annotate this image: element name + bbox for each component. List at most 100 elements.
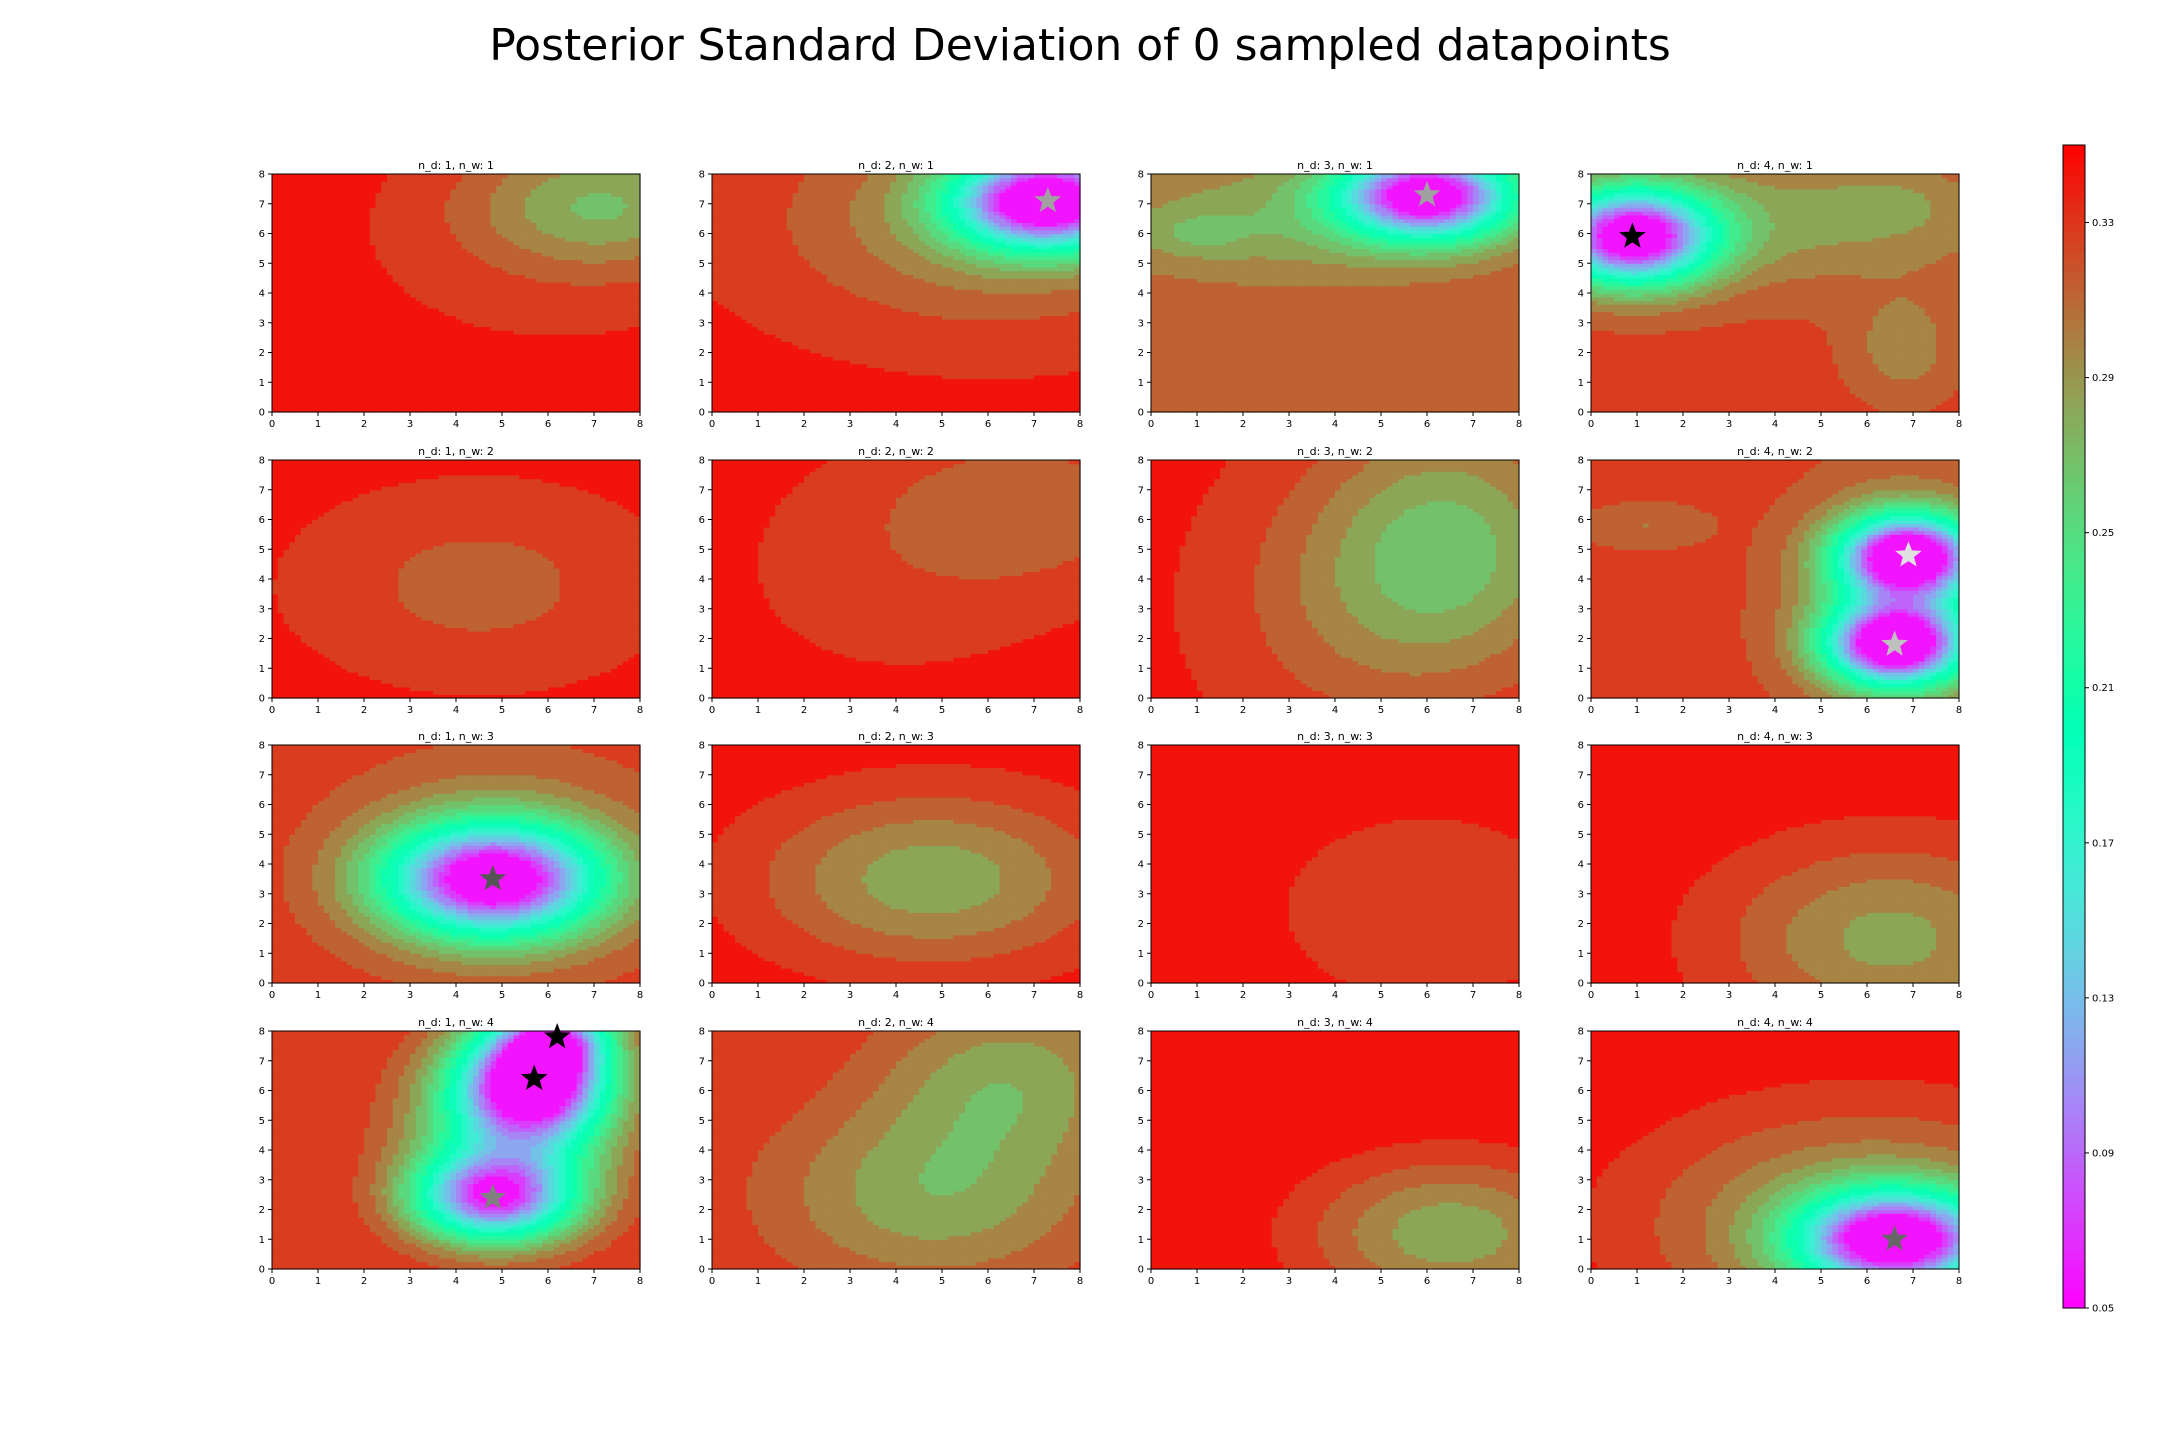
- contour-cell: [358, 207, 364, 211]
- contour-cell: [289, 334, 295, 338]
- contour-cell: [330, 323, 336, 327]
- contour-cell: [330, 300, 336, 304]
- contour-cell: [307, 263, 313, 267]
- contour-cell: [479, 219, 485, 223]
- contour-cell: [272, 386, 278, 390]
- contour-cell: [381, 379, 387, 383]
- contour-cell: [347, 349, 353, 353]
- contour-cell: [353, 353, 359, 357]
- contour-cell: [468, 364, 474, 368]
- contour-cell: [427, 300, 433, 304]
- contour-cell: [410, 330, 416, 334]
- contour-cell: [335, 204, 341, 208]
- contour-cell: [473, 345, 479, 349]
- contour-cell: [393, 371, 399, 375]
- contour-cell: [473, 375, 479, 379]
- contour-cell: [456, 323, 462, 327]
- contour-cell: [387, 196, 393, 200]
- contour-cell: [439, 219, 445, 223]
- contour-cell: [295, 393, 301, 397]
- contour-cell: [353, 252, 359, 256]
- contour-cell: [370, 379, 376, 383]
- contour-cell: [341, 397, 347, 401]
- contour-cell: [439, 252, 445, 256]
- contour-cell: [358, 263, 364, 267]
- contour-cell: [376, 360, 382, 364]
- contour-cell: [347, 204, 353, 208]
- contour-cell: [341, 245, 347, 249]
- contour-cell: [295, 271, 301, 275]
- contour-cell: [410, 263, 416, 267]
- contour-cell: [462, 401, 468, 405]
- contour-cell: [312, 263, 318, 267]
- contour-cell: [439, 222, 445, 226]
- contour-cell: [335, 215, 341, 219]
- contour-cell: [439, 308, 445, 312]
- contour-cell: [462, 379, 468, 383]
- contour-cell: [318, 349, 324, 353]
- contour-cell: [485, 386, 491, 390]
- contour-cell: [445, 405, 451, 409]
- contour-cell: [353, 375, 359, 379]
- contour-cell: [353, 364, 359, 368]
- contour-cell: [289, 219, 295, 223]
- contour-cell: [347, 189, 353, 193]
- contour-cell: [473, 211, 479, 215]
- contour-cell: [387, 293, 393, 297]
- contour-cell: [330, 234, 336, 238]
- contour-cell: [450, 193, 456, 197]
- contour-cell: [347, 326, 353, 330]
- contour-cell: [445, 360, 451, 364]
- contour-cell: [284, 230, 290, 234]
- contour-cell: [404, 252, 410, 256]
- contour-cell: [381, 315, 387, 319]
- contour-cell: [473, 263, 479, 267]
- contour-cell: [439, 341, 445, 345]
- contour-cell: [468, 245, 474, 249]
- contour-cell: [341, 278, 347, 282]
- contour-cell: [364, 367, 370, 371]
- contour-cell: [330, 308, 336, 312]
- contour-cell: [278, 241, 284, 245]
- contour-cell: [307, 193, 313, 197]
- contour-cell: [416, 353, 422, 357]
- contour-cell: [376, 267, 382, 271]
- contour-cell: [450, 401, 456, 405]
- contour-cell: [330, 256, 336, 260]
- contour-cell: [272, 219, 278, 223]
- contour-cell: [433, 382, 439, 386]
- contour-cell: [462, 330, 468, 334]
- contour-cell: [456, 297, 462, 301]
- contour-cell: [284, 353, 290, 357]
- contour-cell: [404, 282, 410, 286]
- contour-cell: [330, 271, 336, 275]
- contour-cell: [289, 260, 295, 264]
- contour-cell: [410, 405, 416, 409]
- contour-cell: [462, 215, 468, 219]
- contour-cell: [479, 304, 485, 308]
- contour-cell: [393, 386, 399, 390]
- contour-cell: [353, 215, 359, 219]
- contour-cell: [272, 382, 278, 386]
- contour-cell: [456, 330, 462, 334]
- contour-cell: [307, 215, 313, 219]
- contour-cell: [416, 364, 422, 368]
- contour-cell: [347, 371, 353, 375]
- contour-cell: [468, 271, 474, 275]
- contour-cell: [330, 274, 336, 278]
- contour-cell: [439, 207, 445, 211]
- contour-cell: [312, 174, 318, 178]
- contour-cell: [341, 222, 347, 226]
- contour-cell: [439, 241, 445, 245]
- contour-cell: [387, 282, 393, 286]
- contour-cell: [416, 234, 422, 238]
- contour-cell: [318, 293, 324, 297]
- contour-cell: [445, 260, 451, 264]
- contour-cell: [404, 293, 410, 297]
- contour-cell: [272, 397, 278, 401]
- contour-cell: [410, 200, 416, 204]
- contour-cell: [347, 308, 353, 312]
- contour-cell: [312, 345, 318, 349]
- contour-cell: [324, 241, 330, 245]
- contour-cell: [416, 237, 422, 241]
